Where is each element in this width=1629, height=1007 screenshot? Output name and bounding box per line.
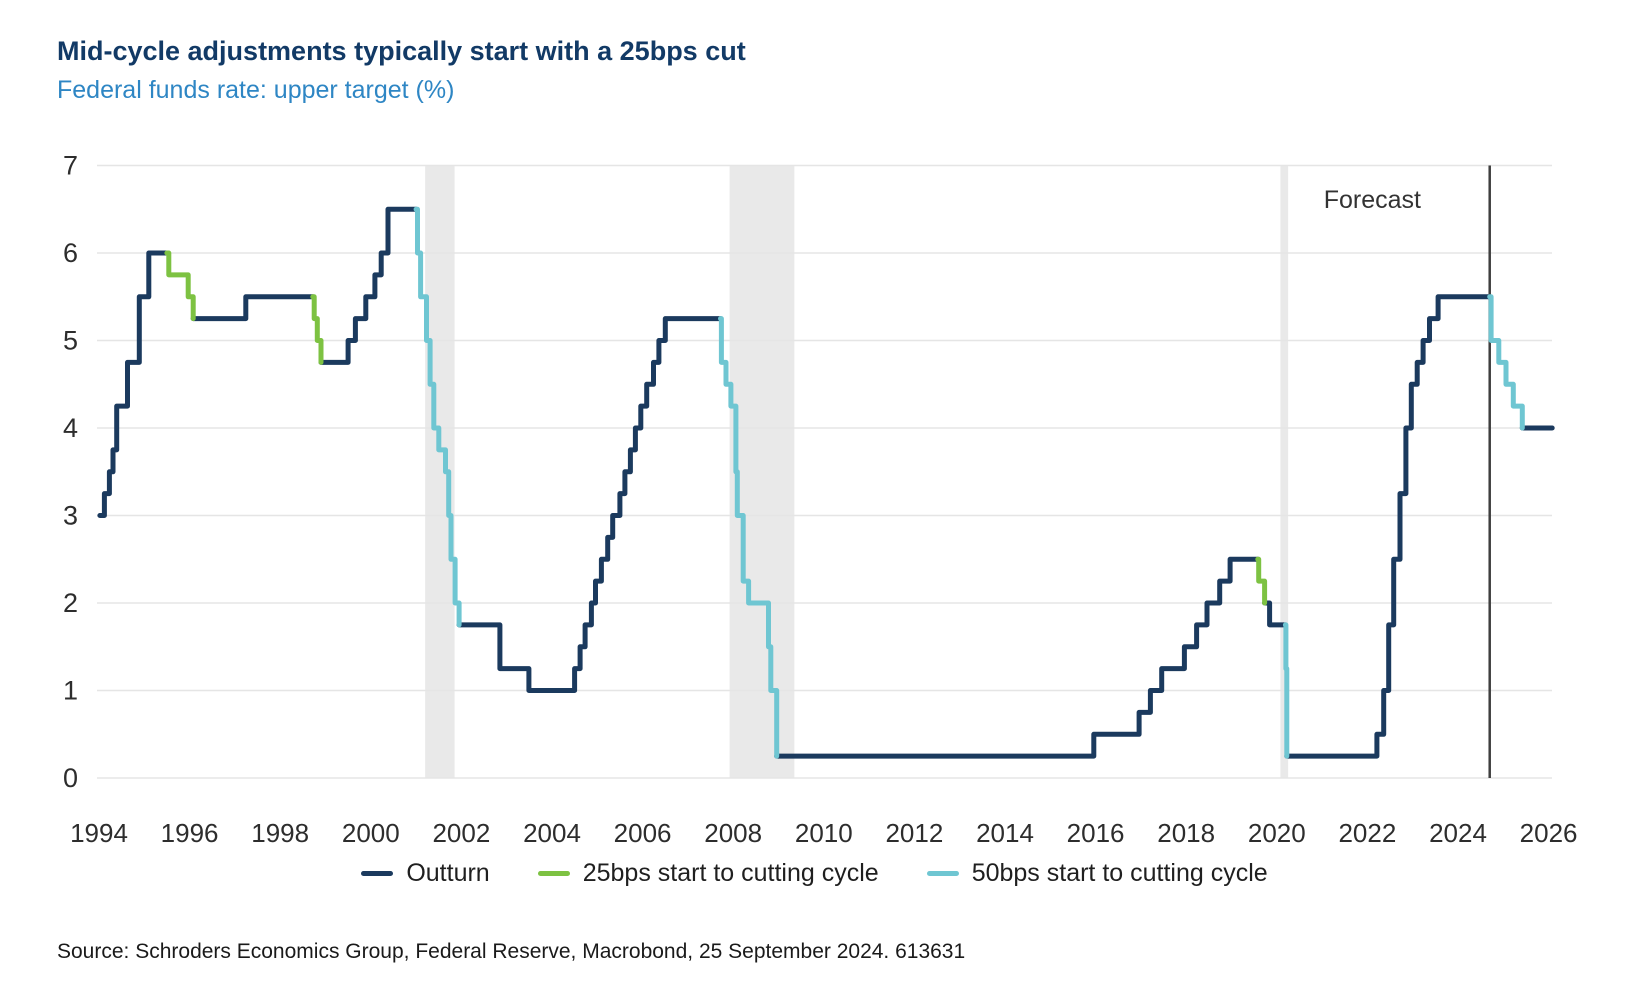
- chart-subtitle: Federal funds rate: upper target (%): [57, 76, 455, 104]
- x-tick-label-1996: 1996: [161, 818, 219, 848]
- legend-item-25bps-start-to-cutting-cycle: 25bps start to cutting cycle: [537, 858, 879, 888]
- y-tick-label-3: 3: [63, 501, 78, 531]
- x-tick-label-2016: 2016: [1067, 818, 1125, 848]
- source-text: Source: Schroders Economics Group, Feder…: [57, 940, 966, 963]
- x-tick-label-2024: 2024: [1429, 818, 1487, 848]
- series-path-50bps-start-to-cutting-cycle: [1487, 294, 1525, 431]
- y-tick-label-6: 6: [63, 238, 78, 268]
- chart-legend: Outturn 25bps start to cutting cycle 50bps…: [0, 852, 1629, 894]
- y-tick-label-2: 2: [63, 588, 78, 618]
- x-tick-label-2012: 2012: [885, 818, 943, 848]
- series-path-outturn: [456, 316, 723, 693]
- series-path-outturn: [190, 294, 316, 322]
- x-tick-label-1994: 1994: [70, 818, 128, 848]
- y-tick-label-4: 4: [63, 413, 78, 443]
- x-tick-label-2004: 2004: [523, 818, 581, 848]
- forecast-label: Forecast: [1323, 186, 1421, 214]
- legend-item-outturn: Outturn: [361, 858, 490, 888]
- x-tick-label-2008: 2008: [704, 818, 762, 848]
- x-tick-label-2000: 2000: [342, 818, 400, 848]
- legend-swatch-outturn-icon: [361, 870, 394, 876]
- y-tick-label-7: 7: [63, 151, 78, 181]
- x-tick-label-2020: 2020: [1248, 818, 1306, 848]
- x-tick-label-2026: 2026: [1520, 818, 1578, 848]
- series-path-25bps-start-to-cutting-cycle: [1255, 556, 1268, 606]
- y-tick-label-1: 1: [63, 676, 78, 706]
- series-path-outturn: [1284, 294, 1493, 759]
- legend-label-outturn: Outturn: [406, 858, 490, 887]
- y-tick-label-5: 5: [63, 326, 78, 356]
- page-title: Mid-cycle adjustments typically start wi…: [57, 36, 746, 66]
- x-tick-label-2006: 2006: [614, 818, 672, 848]
- legend-swatch-25bps-start-to-cutting-cycle-icon: [537, 870, 570, 876]
- x-tick-label-2002: 2002: [432, 818, 490, 848]
- series-path-50bps-start-to-cutting-cycle: [413, 206, 462, 628]
- recession-band: [729, 165, 795, 778]
- series-path-outturn: [318, 206, 419, 365]
- legend-label-25bps-start-to-cutting-cycle: 25bps start to cutting cycle: [582, 858, 879, 887]
- series-path-outturn: [774, 556, 1261, 759]
- y-tick-label-0: 0: [63, 763, 78, 793]
- series-path-outturn: [97, 250, 170, 518]
- legend-label-50bps-start-to-cutting-cycle: 50bps start to cutting cycle: [971, 858, 1268, 887]
- series-path-25bps-start-to-cutting-cycle: [164, 250, 196, 322]
- x-tick-label-2022: 2022: [1338, 818, 1396, 848]
- recession-band: [1280, 165, 1289, 778]
- series-path-50bps-start-to-cutting-cycle: [1282, 622, 1290, 759]
- series-path-25bps-start-to-cutting-cycle: [310, 294, 324, 365]
- x-tick-label-1998: 1998: [251, 818, 309, 848]
- series-path-50bps-start-to-cutting-cycle: [718, 316, 780, 759]
- x-tick-label-2018: 2018: [1157, 818, 1215, 848]
- x-tick-label-2014: 2014: [976, 818, 1034, 848]
- legend-item-50bps-start-to-cutting-cycle: 50bps start to cutting cycle: [926, 858, 1268, 888]
- x-tick-label-2010: 2010: [795, 818, 853, 848]
- legend-swatch-50bps-start-to-cutting-cycle-icon: [926, 870, 959, 876]
